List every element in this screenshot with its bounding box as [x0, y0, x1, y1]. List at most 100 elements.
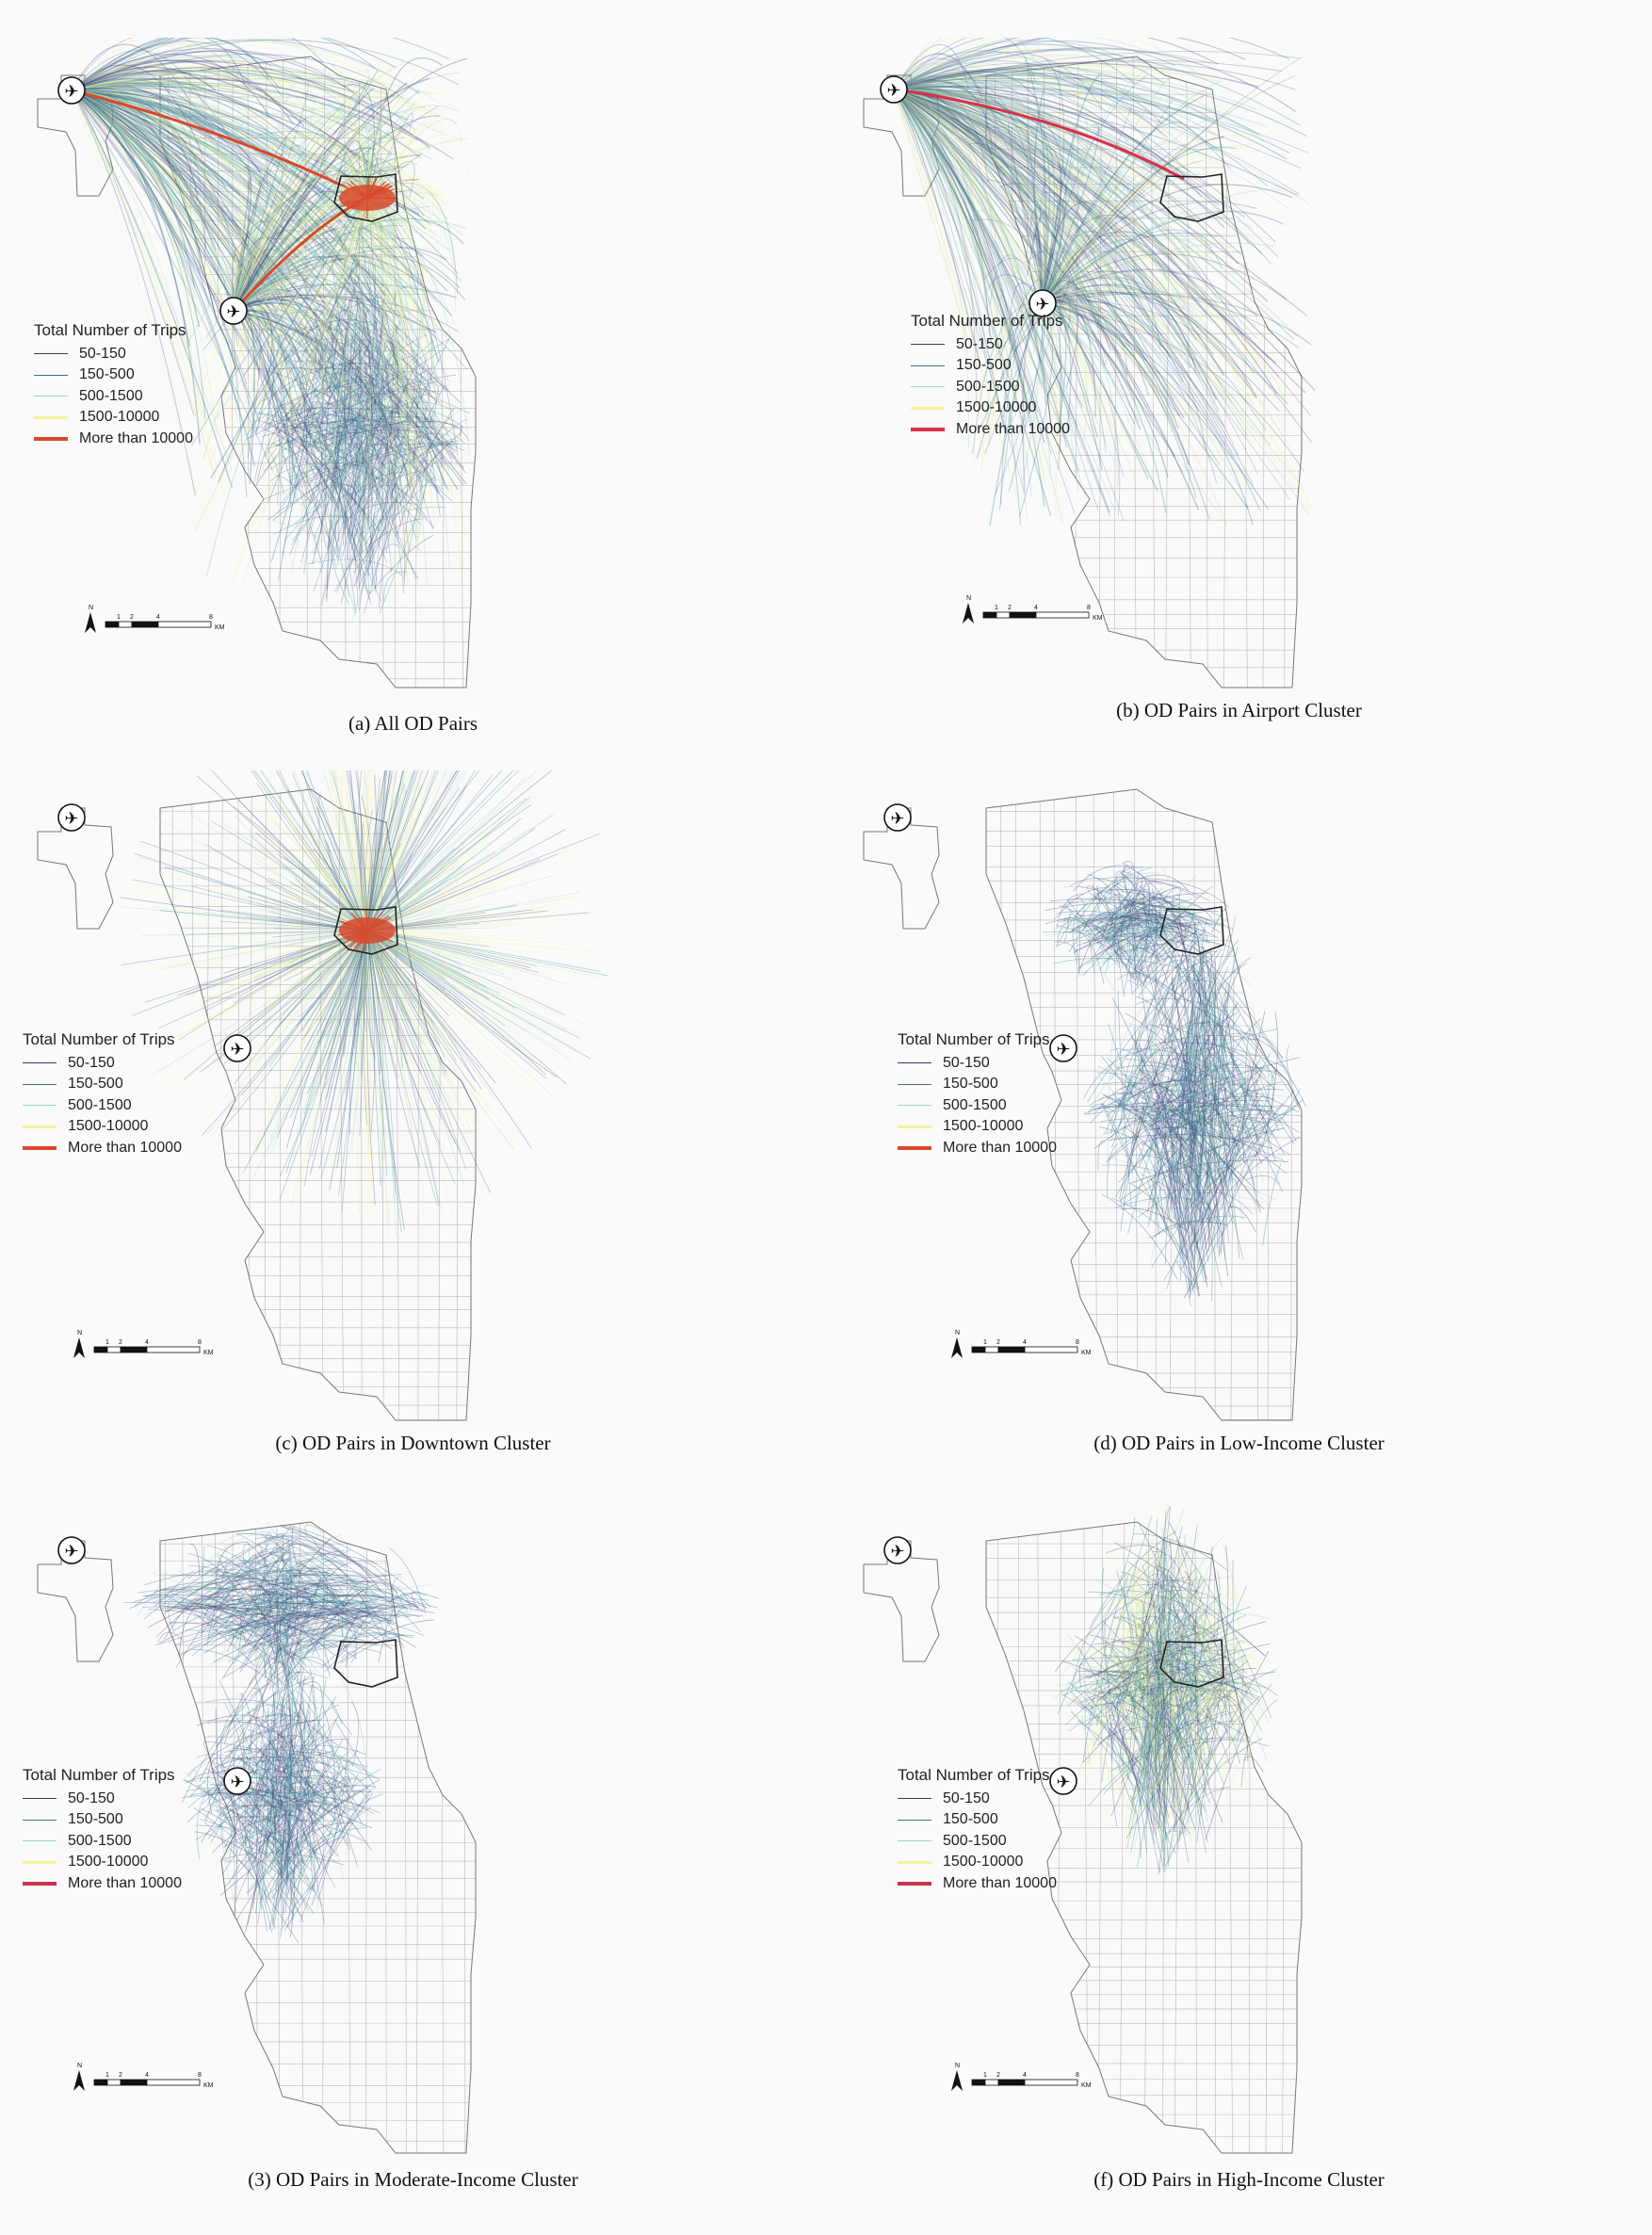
legend-label: 50-150: [956, 334, 1003, 356]
legend-label: More than 10000: [79, 429, 193, 450]
scale-segment: [107, 1347, 121, 1352]
legend-swatch: [23, 1840, 57, 1841]
legend-label: 50-150: [943, 1789, 990, 1810]
scale-segment: [998, 2080, 1025, 2085]
legend-row: 1500-10000: [911, 397, 1070, 419]
legend-row: More than 10000: [23, 1138, 182, 1159]
legend-row: 500-1500: [23, 1831, 182, 1853]
legend-label: More than 10000: [956, 419, 1070, 441]
scale-segment: [132, 622, 158, 627]
svg-text:✈: ✈: [890, 1542, 904, 1562]
scale-unit-label: KM: [203, 2082, 214, 2089]
legend-swatch: [23, 1084, 57, 1085]
legend-swatch: [898, 1798, 931, 1799]
scale-tick-label: 8: [209, 614, 213, 621]
legend-row: 1500-10000: [34, 407, 193, 429]
legend-swatch: [34, 416, 68, 419]
legend-label: 1500-10000: [943, 1116, 1023, 1138]
scale-segment: [1025, 2080, 1077, 2085]
legend-label: 500-1500: [68, 1831, 132, 1853]
scale-tick-label: 4: [145, 2072, 149, 2079]
scale-segment: [996, 612, 1010, 618]
scale-tick-label: 2: [996, 1339, 1000, 1346]
legend-swatch: [898, 1840, 931, 1841]
legend-row: More than 10000: [34, 429, 193, 450]
svg-text:✈: ✈: [886, 81, 900, 101]
legend-row: 50-150: [898, 1789, 1057, 1810]
legend-row: 150-500: [23, 1809, 182, 1831]
airport-ohare-icon: ✈: [58, 1537, 85, 1563]
legend-label: 50-150: [68, 1789, 115, 1810]
scale-segment: [985, 2080, 998, 2085]
legend-label: 150-500: [943, 1074, 998, 1095]
legend-label: More than 10000: [68, 1873, 182, 1895]
svg-text:✈: ✈: [64, 809, 78, 829]
scale-tick-label: 1: [983, 1339, 987, 1346]
scale-segment: [147, 1347, 200, 1352]
scale-segment: [998, 1347, 1025, 1352]
panel-caption: (c) OD Pairs in Downtown Cluster: [0, 1432, 826, 1455]
scale-segment: [983, 612, 996, 618]
legend-label: 150-500: [956, 355, 1012, 377]
legend-title: Total Number of Trips: [898, 1029, 1057, 1051]
legend-swatch: [23, 1126, 57, 1128]
north-arrow-icon: [73, 1337, 85, 1358]
legend-label: More than 10000: [943, 1873, 1057, 1895]
legend-row: More than 10000: [911, 419, 1070, 441]
legend-row: 150-500: [23, 1074, 182, 1095]
legend-label: 150-500: [943, 1809, 998, 1831]
legend-label: 500-1500: [943, 1831, 1007, 1853]
legend-swatch: [34, 396, 68, 397]
airport-ohare-icon: ✈: [58, 804, 85, 831]
legend-swatch: [23, 1798, 57, 1799]
scale-tick-label: 2: [119, 1339, 122, 1346]
legend-swatch: [911, 407, 945, 410]
svg-text:✈: ✈: [64, 1542, 78, 1562]
scale-segment: [1036, 612, 1089, 618]
scale-segment: [94, 2080, 107, 2085]
scale-tick-label: 1: [117, 614, 121, 621]
svg-text:✈: ✈: [1056, 1040, 1070, 1060]
legend-label: 1500-10000: [68, 1116, 148, 1138]
legend-row: 1500-10000: [23, 1852, 182, 1873]
scale-tick-label: 4: [1023, 1339, 1027, 1346]
scale-segment: [119, 622, 132, 627]
legend-row: 500-1500: [911, 377, 1070, 398]
legend-swatch: [898, 1126, 931, 1128]
scale-segment: [121, 1347, 147, 1352]
scale-tick-label: 8: [1087, 605, 1091, 611]
legend-row: 150-500: [34, 364, 193, 386]
legend-swatch: [898, 1146, 931, 1150]
legend-swatch: [911, 428, 945, 431]
legend-label: 150-500: [79, 364, 135, 386]
svg-text:✈: ✈: [1056, 1773, 1070, 1792]
legend-swatch: [898, 1882, 931, 1886]
scale-segment: [972, 1347, 985, 1352]
scale-unit-label: KM: [215, 624, 225, 631]
legend-row: 150-500: [898, 1809, 1057, 1831]
legend-swatch: [911, 344, 945, 345]
airport-ohare-icon: ✈: [884, 1537, 911, 1563]
legend-label: 50-150: [943, 1053, 990, 1075]
scale-segment: [105, 622, 119, 627]
legend-swatch: [898, 1861, 931, 1864]
legend-label: 500-1500: [956, 377, 1020, 398]
scale-tick-label: 1: [995, 605, 998, 611]
panel-caption: (d) OD Pairs in Low-Income Cluster: [826, 1432, 1652, 1455]
airport-midway-icon: ✈: [224, 1035, 251, 1061]
scale-tick-label: 4: [145, 1339, 149, 1346]
legend-label: More than 10000: [943, 1138, 1057, 1159]
svg-text:✈: ✈: [230, 1040, 244, 1060]
legend-swatch: [911, 365, 945, 366]
